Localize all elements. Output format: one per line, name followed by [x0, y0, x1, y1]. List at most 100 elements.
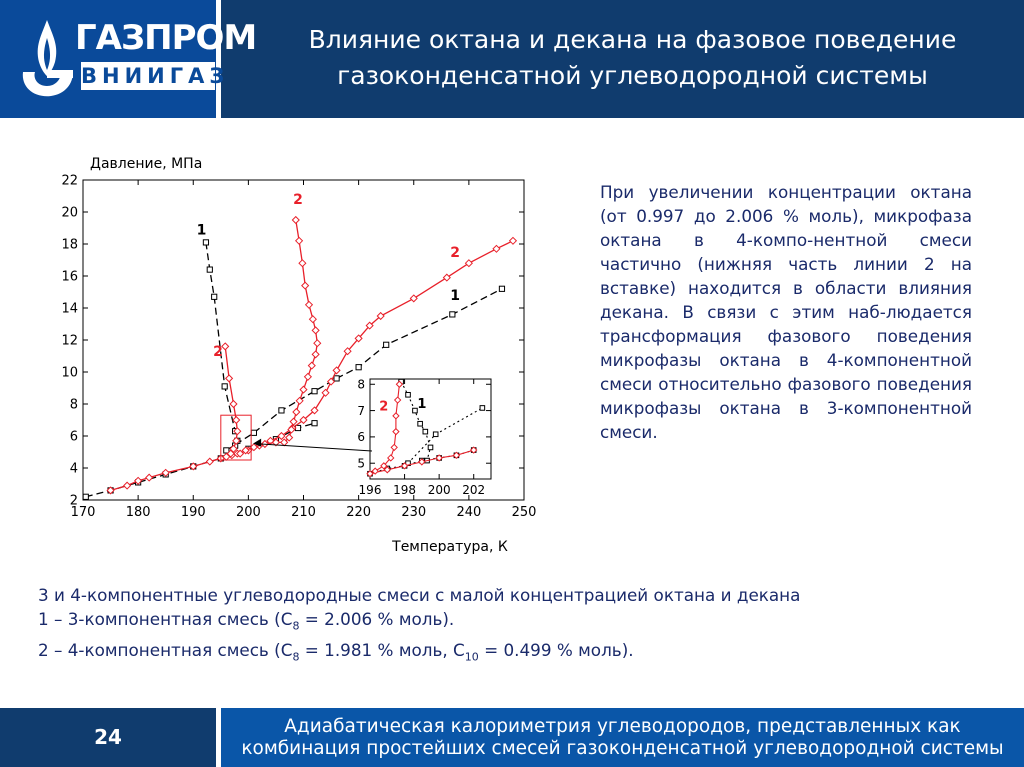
footer-text: Адиабатическая калориметрия углеводородо…	[221, 716, 1024, 760]
series-label: 2	[450, 245, 460, 261]
data-point	[405, 391, 411, 398]
data-point	[417, 420, 423, 427]
data-point	[224, 374, 234, 383]
y-tick-label: 2	[70, 494, 78, 509]
caption-line-2: 1 – 3-компонентная смесь (C8 = 2.006 % м…	[38, 609, 455, 633]
data-point	[161, 468, 170, 477]
data-point	[418, 458, 426, 466]
data-point	[311, 388, 318, 395]
data-point	[371, 467, 379, 475]
zoom-box	[220, 414, 252, 461]
y-tick-label: 10	[61, 366, 78, 381]
data-point	[307, 361, 316, 370]
y-tick-label: 22	[61, 174, 78, 189]
series-2: 2 2 2	[106, 192, 518, 495]
data-point	[390, 443, 398, 452]
data-point	[304, 300, 314, 309]
data-point	[422, 428, 429, 435]
y-tick-label: 16	[61, 270, 78, 285]
logo-brand: ГАЗПРОМ	[75, 18, 257, 58]
series-label: 2	[213, 344, 223, 360]
data-point	[236, 449, 245, 458]
data-point	[249, 443, 258, 452]
data-point	[432, 431, 439, 438]
y-tick-label: 20	[61, 206, 78, 221]
data-point	[387, 454, 395, 462]
y-tick-label: 7	[357, 404, 365, 418]
x-tick-label: 220	[346, 505, 371, 520]
y-tick-label: 4	[70, 462, 78, 477]
series-label: 1	[197, 222, 207, 238]
description-text: При увеличении концентрации октана (от 0…	[600, 182, 972, 442]
page-title: Влияние октана и декана на фазовое повед…	[221, 22, 1024, 94]
data-point	[365, 321, 374, 330]
data-point	[376, 311, 385, 321]
data-point	[355, 364, 362, 371]
inset-plot: 196 198 200 202 5 6 7 8 1 2	[357, 377, 492, 497]
y-tick-label: 8	[70, 398, 78, 413]
arrow-line	[255, 443, 373, 452]
x-tick-label: 190	[181, 505, 206, 520]
y-tick-label: 18	[61, 238, 78, 253]
footer-text-line-1: Адиабатическая калориметрия углеводородо…	[284, 716, 961, 737]
data-point	[366, 470, 374, 478]
data-point	[452, 451, 461, 460]
data-point	[470, 446, 478, 454]
data-point	[380, 462, 388, 470]
footer-number-panel	[0, 708, 216, 767]
data-point	[354, 334, 363, 343]
data-point	[449, 311, 456, 318]
data-point	[442, 273, 451, 282]
flame-icon	[22, 20, 73, 97]
data-point	[301, 281, 310, 290]
logo-subtitle: ВНИИГАЗ	[81, 62, 230, 90]
data-point	[232, 415, 241, 425]
page-title-line-1: Влияние октана и декана на фазовое повед…	[308, 25, 957, 54]
data-point	[311, 350, 320, 359]
data-point	[321, 388, 330, 397]
data-point	[291, 215, 300, 225]
series-2: 2	[366, 380, 478, 478]
data-point	[229, 444, 238, 453]
footer-text-panel	[221, 708, 1024, 767]
data-point	[221, 383, 228, 390]
x-axis-label: Температура, К	[391, 539, 508, 555]
data-point	[332, 366, 341, 375]
data-point	[427, 444, 434, 451]
data-point	[435, 454, 443, 462]
footer-divider	[216, 708, 221, 767]
data-point	[278, 407, 285, 414]
gazprom-logo: ГАЗПРОМ ВНИИГАЗ	[17, 16, 257, 100]
y-tick-label: 14	[61, 302, 78, 317]
data-point	[395, 380, 404, 388]
data-point	[498, 285, 506, 292]
figure-caption: 3 и 4-компонентные углеводородные смеси …	[38, 583, 800, 670]
data-point	[464, 259, 473, 268]
inset-plot-frame	[369, 378, 492, 480]
data-point	[292, 407, 301, 417]
data-point	[308, 315, 317, 324]
data-point	[393, 396, 402, 404]
x-tick-label: 196	[359, 483, 382, 497]
x-tick-label: 180	[126, 505, 151, 520]
x-tick-label: 200	[428, 483, 451, 497]
data-point	[226, 449, 235, 458]
x-tick-label: 250	[512, 505, 537, 520]
y-axis-label: Давление, МПа	[90, 156, 202, 172]
data-point	[295, 236, 304, 245]
data-point	[229, 399, 238, 409]
data-point	[285, 433, 294, 442]
data-point	[412, 407, 418, 414]
data-point	[289, 417, 298, 426]
series-label: 1	[417, 397, 426, 412]
x-tick-label: 170	[71, 505, 96, 520]
data-point	[311, 326, 320, 335]
data-point	[298, 259, 307, 268]
series-label: 2	[379, 400, 388, 415]
data-point	[206, 266, 213, 273]
y-tick-label: 6	[357, 430, 365, 444]
x-tick-label: 240	[456, 505, 481, 520]
series-label: 2	[293, 192, 303, 208]
series-line	[225, 288, 503, 451]
footer-text-line-2: комбинация простейших смесей газоконденс…	[241, 738, 1004, 759]
